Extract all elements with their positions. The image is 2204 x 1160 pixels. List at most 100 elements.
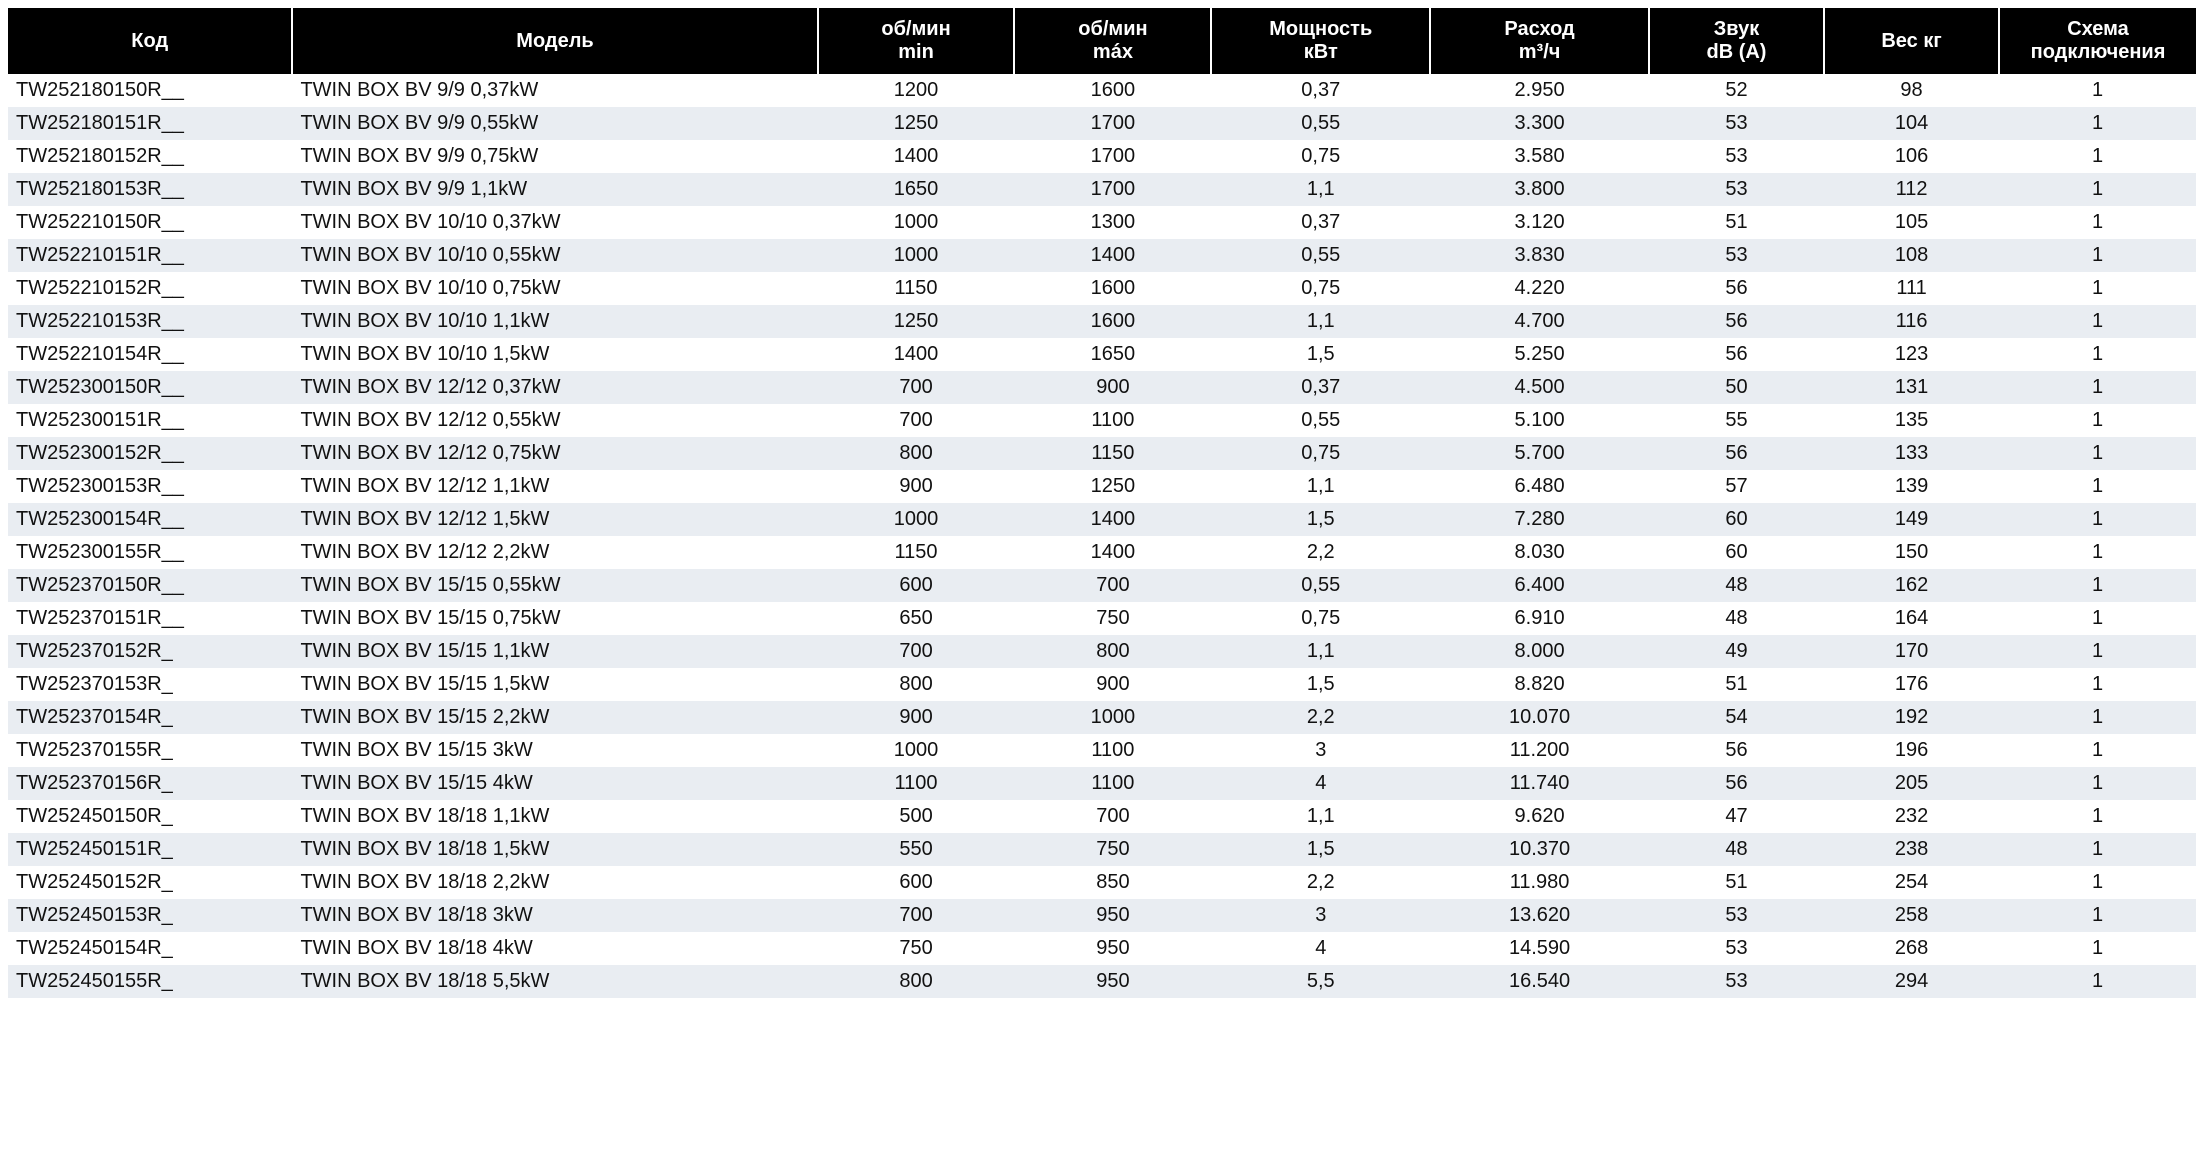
cell-weight: 238: [1824, 833, 1999, 866]
table-row: TW252370153R_TWIN BOX BV 15/15 1,5kW8009…: [8, 668, 2196, 701]
cell-weight: 258: [1824, 899, 1999, 932]
cell-scheme: 1: [1999, 536, 2196, 569]
cell-code: TW252300150R__: [8, 371, 292, 404]
cell-scheme: 1: [1999, 272, 2196, 305]
cell-rpm_max: 1600: [1014, 272, 1211, 305]
cell-model: TWIN BOX BV 12/12 1,1kW: [292, 470, 817, 503]
cell-power: 1,1: [1211, 470, 1430, 503]
cell-flow: 5.700: [1430, 437, 1649, 470]
cell-code: TW252300151R__: [8, 404, 292, 437]
cell-power: 4: [1211, 767, 1430, 800]
cell-power: 2,2: [1211, 536, 1430, 569]
cell-weight: 164: [1824, 602, 1999, 635]
cell-rpm_max: 1100: [1014, 767, 1211, 800]
cell-model: TWIN BOX BV 9/9 0,37kW: [292, 74, 817, 107]
cell-scheme: 1: [1999, 173, 2196, 206]
cell-flow: 3.120: [1430, 206, 1649, 239]
col-header-code: Код: [8, 8, 292, 74]
cell-flow: 16.540: [1430, 965, 1649, 998]
cell-rpm_min: 1150: [818, 536, 1015, 569]
cell-weight: 111: [1824, 272, 1999, 305]
cell-rpm_max: 1650: [1014, 338, 1211, 371]
cell-rpm_max: 700: [1014, 800, 1211, 833]
cell-power: 0,55: [1211, 404, 1430, 437]
cell-code: TW252450152R_: [8, 866, 292, 899]
cell-rpm_max: 950: [1014, 965, 1211, 998]
cell-weight: 133: [1824, 437, 1999, 470]
cell-rpm_max: 900: [1014, 668, 1211, 701]
table-row: TW252450151R_TWIN BOX BV 18/18 1,5kW5507…: [8, 833, 2196, 866]
cell-code: TW252450153R_: [8, 899, 292, 932]
table-row: TW252300150R__TWIN BOX BV 12/12 0,37kW70…: [8, 371, 2196, 404]
cell-weight: 294: [1824, 965, 1999, 998]
cell-sound: 53: [1649, 932, 1824, 965]
table-row: TW252370152R_TWIN BOX BV 15/15 1,1kW7008…: [8, 635, 2196, 668]
cell-flow: 11.740: [1430, 767, 1649, 800]
cell-model: TWIN BOX BV 15/15 0,75kW: [292, 602, 817, 635]
table-row: TW252370154R_TWIN BOX BV 15/15 2,2kW9001…: [8, 701, 2196, 734]
cell-flow: 9.620: [1430, 800, 1649, 833]
cell-scheme: 1: [1999, 470, 2196, 503]
cell-code: TW252300155R__: [8, 536, 292, 569]
table-row: TW252180150R__TWIN BOX BV 9/9 0,37kW1200…: [8, 74, 2196, 107]
cell-rpm_max: 1700: [1014, 173, 1211, 206]
cell-scheme: 1: [1999, 701, 2196, 734]
cell-sound: 56: [1649, 272, 1824, 305]
cell-scheme: 1: [1999, 602, 2196, 635]
cell-power: 0,55: [1211, 107, 1430, 140]
cell-rpm_max: 900: [1014, 371, 1211, 404]
cell-model: TWIN BOX BV 15/15 0,55kW: [292, 569, 817, 602]
cell-model: TWIN BOX BV 12/12 0,37kW: [292, 371, 817, 404]
cell-rpm_min: 1250: [818, 107, 1015, 140]
cell-weight: 254: [1824, 866, 1999, 899]
cell-code: TW252370153R_: [8, 668, 292, 701]
cell-model: TWIN BOX BV 15/15 1,5kW: [292, 668, 817, 701]
cell-weight: 135: [1824, 404, 1999, 437]
cell-code: TW252370150R__: [8, 569, 292, 602]
table-header-row: КодМодельоб/минminоб/минmáxМощностькВтРа…: [8, 8, 2196, 74]
cell-power: 2,2: [1211, 866, 1430, 899]
cell-flow: 6.400: [1430, 569, 1649, 602]
cell-code: TW252180151R__: [8, 107, 292, 140]
cell-model: TWIN BOX BV 12/12 2,2kW: [292, 536, 817, 569]
table-body: TW252180150R__TWIN BOX BV 9/9 0,37kW1200…: [8, 74, 2196, 998]
cell-sound: 55: [1649, 404, 1824, 437]
cell-rpm_max: 1100: [1014, 404, 1211, 437]
cell-power: 2,2: [1211, 701, 1430, 734]
cell-rpm_min: 600: [818, 569, 1015, 602]
cell-rpm_min: 900: [818, 701, 1015, 734]
cell-rpm_min: 800: [818, 965, 1015, 998]
cell-rpm_max: 1600: [1014, 74, 1211, 107]
cell-weight: 192: [1824, 701, 1999, 734]
table-row: TW252450155R_TWIN BOX BV 18/18 5,5kW8009…: [8, 965, 2196, 998]
table-row: TW252180151R__TWIN BOX BV 9/9 0,55kW1250…: [8, 107, 2196, 140]
cell-scheme: 1: [1999, 635, 2196, 668]
table-row: TW252180153R__TWIN BOX BV 9/9 1,1kW16501…: [8, 173, 2196, 206]
cell-power: 0,37: [1211, 206, 1430, 239]
cell-model: TWIN BOX BV 10/10 0,37kW: [292, 206, 817, 239]
cell-sound: 56: [1649, 437, 1824, 470]
cell-scheme: 1: [1999, 140, 2196, 173]
cell-weight: 268: [1824, 932, 1999, 965]
cell-power: 1,1: [1211, 800, 1430, 833]
cell-sound: 53: [1649, 173, 1824, 206]
cell-power: 0,75: [1211, 602, 1430, 635]
cell-power: 3: [1211, 899, 1430, 932]
col-header-model: Модель: [292, 8, 817, 74]
cell-rpm_min: 700: [818, 899, 1015, 932]
table-row: TW252210154R__TWIN BOX BV 10/10 1,5kW140…: [8, 338, 2196, 371]
cell-model: TWIN BOX BV 18/18 3kW: [292, 899, 817, 932]
cell-rpm_min: 800: [818, 437, 1015, 470]
cell-rpm_min: 600: [818, 866, 1015, 899]
cell-weight: 123: [1824, 338, 1999, 371]
cell-weight: 149: [1824, 503, 1999, 536]
cell-rpm_min: 1000: [818, 239, 1015, 272]
cell-power: 0,55: [1211, 239, 1430, 272]
table-row: TW252450150R_TWIN BOX BV 18/18 1,1kW5007…: [8, 800, 2196, 833]
cell-flow: 10.070: [1430, 701, 1649, 734]
cell-flow: 6.910: [1430, 602, 1649, 635]
table-row: TW252300152R__TWIN BOX BV 12/12 0,75kW80…: [8, 437, 2196, 470]
cell-sound: 53: [1649, 965, 1824, 998]
cell-code: TW252210152R__: [8, 272, 292, 305]
cell-weight: 106: [1824, 140, 1999, 173]
